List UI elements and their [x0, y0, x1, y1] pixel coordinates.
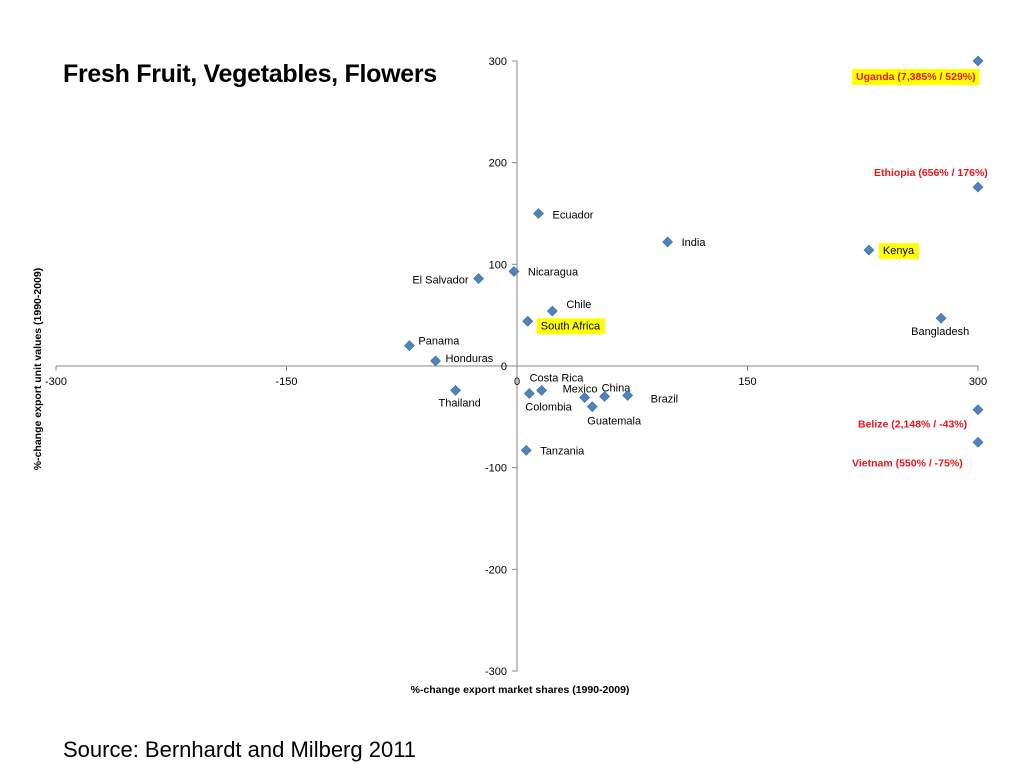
point-label-guatemala: Guatemala	[587, 416, 642, 428]
point-label-vietnam: Vietnam (550% / -75%)	[852, 457, 963, 469]
y-tick-label: -300	[485, 666, 507, 678]
data-point-india	[662, 236, 674, 248]
data-point-china	[599, 391, 611, 402]
point-label-text: Uganda (7,385% / 529%)	[856, 71, 976, 83]
x-tick-label: 300	[969, 376, 987, 388]
data-point-tanzania	[520, 444, 532, 456]
axes	[55, 60, 979, 672]
data-point-panama	[404, 340, 415, 352]
point-label-mexico: Mexico	[563, 384, 598, 396]
data-point-ethiopia	[972, 181, 984, 193]
point-label-colombia: Colombia	[525, 401, 572, 413]
point-label-text: El Salvador	[412, 275, 469, 287]
y-tick-label: -200	[485, 564, 507, 576]
y-tick-label: -100	[485, 463, 507, 475]
y-tick-label: 0	[501, 361, 507, 373]
data-point-uganda	[972, 55, 984, 67]
data-point-nicaragua	[508, 266, 520, 277]
point-label-tanzania: Tanzania	[540, 445, 585, 457]
x-tick-label: 0	[514, 376, 520, 388]
point-label-text: Chile	[566, 299, 591, 311]
x-axis-title: %-change export market shares (1990-2009…	[411, 684, 630, 696]
data-point-thailand	[450, 384, 461, 396]
data-point-kenya	[863, 244, 875, 256]
point-label-text: India	[682, 237, 707, 249]
point-label-text: Costa Rica	[530, 372, 585, 384]
point-label-ecuador: Ecuador	[553, 210, 594, 222]
data-point-belize	[972, 404, 984, 416]
point-label-text: Thailand	[439, 397, 481, 409]
data-point-brazil	[622, 390, 634, 401]
data-point-honduras	[430, 355, 441, 367]
data-point-south	[522, 315, 534, 327]
point-label-kenya: Kenya	[878, 243, 919, 260]
point-label-thailand: Thailand	[439, 397, 481, 409]
point-label-text: Kenya	[883, 245, 915, 257]
label-highlight	[536, 318, 605, 335]
point-label-china: China	[602, 383, 632, 395]
point-label-text: Ecuador	[553, 210, 594, 222]
point-label-chile: Chile	[566, 299, 591, 311]
tick-labels: -300 -150 0 150 300 -300 -200 -100 0 100 200 300	[45, 56, 987, 678]
data-point-mexico	[579, 392, 591, 403]
point-label-text: South Africa	[541, 320, 601, 332]
data-points	[404, 55, 984, 456]
data-point-guatemala	[586, 401, 598, 413]
point-label-text: Bangladesh	[911, 326, 969, 338]
y-tick-label: 100	[489, 259, 507, 271]
data-point-chile	[546, 305, 558, 317]
data-point-bangladesh	[935, 312, 947, 324]
point-label-text: Panama	[418, 336, 460, 348]
point-label-text: Nicaragua	[528, 266, 579, 278]
point-label-honduras: Honduras	[446, 353, 494, 365]
source-note: Source: Bernhardt and Milberg 2011	[63, 737, 417, 762]
point-label-text: Belize (2,148% / -43%)	[858, 419, 967, 431]
point-label-text: Tanzania	[540, 445, 585, 457]
data-point-ecuador	[533, 208, 544, 219]
point-labels: Uganda (7,385% / 529%) Ethiopia (656% / 1…	[412, 69, 988, 469]
point-label-text: Mexico	[563, 384, 598, 396]
point-label-nicaragua: Nicaragua	[528, 266, 579, 278]
x-tick-label: -150	[275, 376, 297, 388]
point-label-text: Honduras	[446, 353, 494, 365]
point-label-costa: Costa Rica	[530, 372, 585, 384]
point-label-bangladesh: Bangladesh	[911, 326, 969, 338]
point-label-brazil: Brazil	[651, 393, 679, 405]
data-point-costa	[536, 384, 548, 396]
slide-title: Fresh Fruit, Vegetables, Flowers	[63, 60, 437, 88]
label-highlight	[878, 243, 919, 260]
point-label-text: Vietnam (550% / -75%)	[852, 457, 963, 469]
data-point-colombia	[523, 388, 535, 399]
point-label-panama: Panama	[418, 336, 460, 348]
y-tick-label: 200	[489, 158, 507, 170]
y-tick-label: 300	[489, 56, 507, 68]
point-label-india: India	[682, 237, 707, 249]
point-label-belize: Belize (2,148% / -43%)	[858, 419, 967, 431]
point-label-south: South Africa	[536, 318, 605, 335]
point-label-text: Colombia	[525, 401, 572, 413]
data-point-vietnam	[972, 436, 984, 448]
point-label-text: Brazil	[651, 393, 679, 405]
point-label-text: Ethiopia (656% / 176%)	[874, 167, 988, 179]
point-label-el: El Salvador	[412, 275, 469, 287]
data-point-el	[473, 273, 485, 284]
label-highlight	[852, 69, 980, 85]
point-label-text: China	[602, 383, 632, 395]
x-tick-label: -300	[45, 376, 67, 388]
point-label-text: Guatemala	[587, 416, 642, 428]
point-label-ethiopia: Ethiopia (656% / 176%)	[874, 167, 988, 179]
point-label-uganda: Uganda (7,385% / 529%)	[852, 69, 980, 85]
x-tick-label: 150	[738, 376, 756, 388]
y-axis-title: %-change export unit values (1990-2009)	[32, 268, 44, 471]
